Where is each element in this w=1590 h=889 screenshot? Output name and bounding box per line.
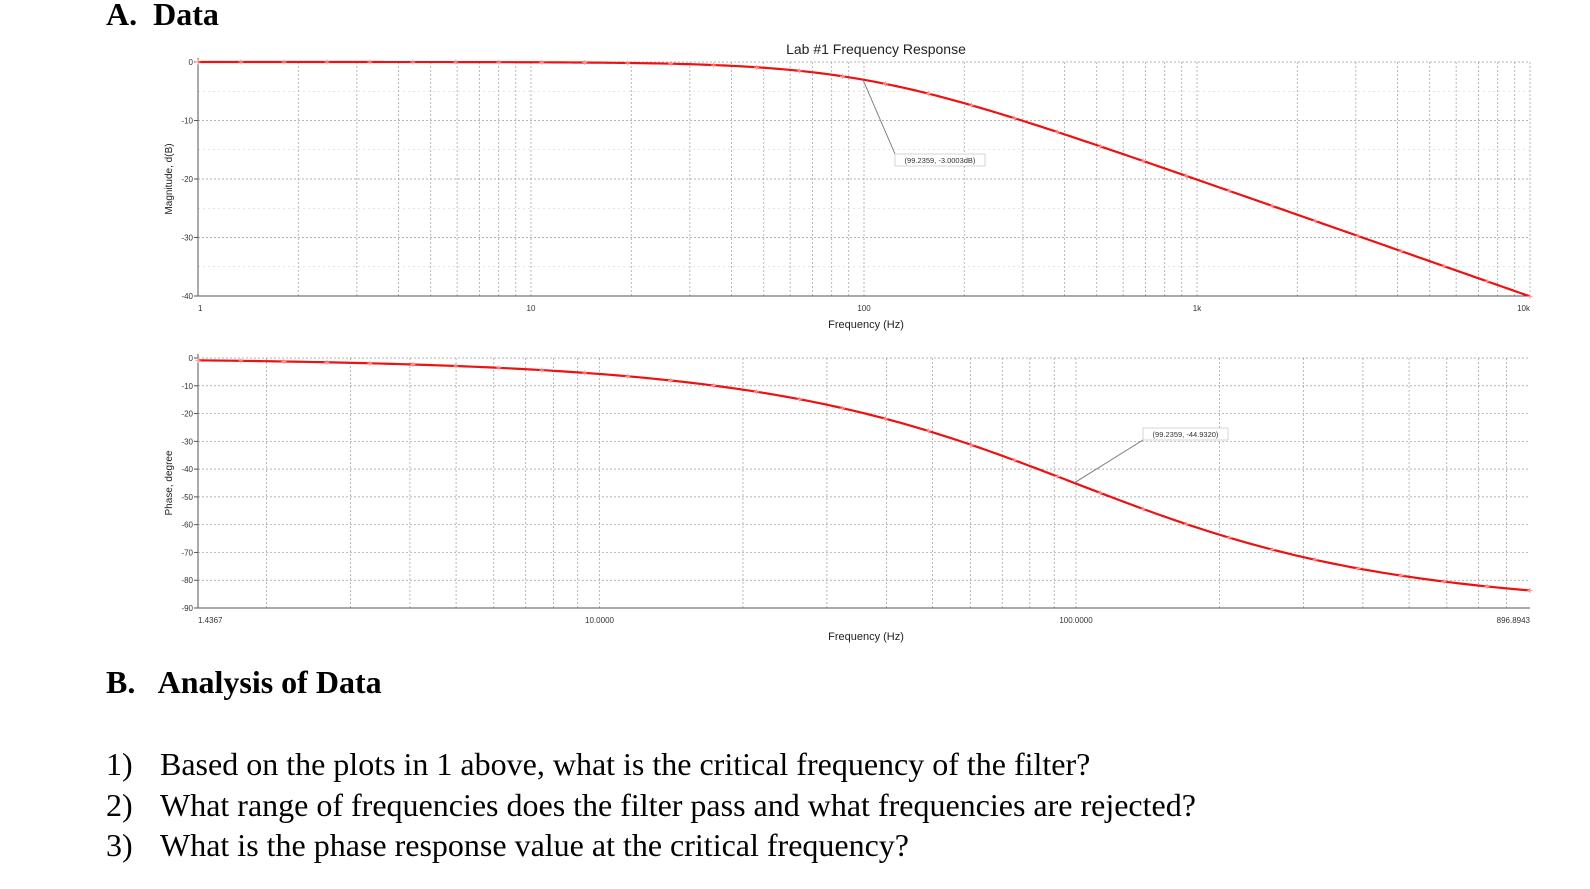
question-number: 1): [106, 746, 133, 782]
frequency-response-charts: Lab #1 Frequency Response 0 -10 -20 -30 -40 1 1…: [164, 41, 1533, 643]
y-tick-label: -40: [181, 465, 193, 474]
x-axis-label: Frequency (Hz): [828, 319, 904, 331]
x-tick-label: 10: [527, 304, 536, 313]
y-tick-label: -70: [181, 548, 193, 557]
section-a-heading: A. Data: [106, 0, 219, 32]
annotation-box: [894, 153, 986, 167]
x-tick-label: 10k: [1517, 304, 1531, 313]
y-tick-label: -40: [181, 292, 193, 301]
question-number: 3): [106, 827, 133, 863]
y-tick-label: -20: [181, 175, 193, 184]
section-b-heading: B. Analysis of Data: [106, 664, 382, 700]
annotation-label: (99.2359, -3.0003dB): [905, 156, 976, 165]
x-tick-label: 100: [857, 304, 871, 313]
question-text: What is the phase response value at the …: [160, 827, 909, 863]
x-tick-label: 100.0000: [1059, 616, 1093, 625]
y-tick-label: 0: [189, 354, 194, 363]
y-tick-label: -20: [181, 410, 193, 419]
y-tick-label: -10: [181, 117, 193, 126]
question-text: Based on the plots in 1 above, what is t…: [160, 746, 1091, 782]
series-line: [197, 359, 1531, 592]
y-axis-label: Magnitude, d(B): [164, 143, 175, 214]
question-item: 2) What range of frequencies does the fil…: [106, 785, 1196, 826]
x-tick-label: 1: [198, 304, 203, 313]
x-tick-label: 1.4367: [198, 616, 223, 625]
y-axis-label: Phase, degree: [164, 450, 175, 515]
x-tick-label: 10.0000: [585, 616, 614, 625]
x-axis-label: Frequency (Hz): [828, 631, 904, 643]
question-list: 1) Based on the plots in 1 above, what is…: [106, 744, 1196, 866]
x-tick-label: 1k: [1193, 304, 1202, 313]
annotation-leader: [1074, 439, 1144, 484]
y-tick-label: -60: [181, 521, 193, 530]
x-tick-label: 896.8943: [1497, 616, 1531, 625]
annotation-leader: [862, 79, 896, 155]
question-text: What range of frequencies does the filte…: [160, 786, 1196, 823]
question-item: 3) What is the phase response value at th…: [106, 825, 1196, 866]
question-item: 1) Based on the plots in 1 above, what is…: [106, 744, 1196, 785]
y-tick-label: -10: [181, 382, 193, 391]
annotation-box: [1142, 427, 1229, 441]
y-tick-label: -30: [181, 437, 193, 446]
series-line: [198, 60, 1531, 298]
y-tick-label: -80: [181, 576, 193, 585]
chart-title: Lab #1 Frequency Response: [786, 41, 966, 57]
y-tick-label: -90: [181, 604, 193, 613]
y-tick-label: -50: [181, 493, 193, 502]
annotation-label: (99.2359, -44.9320): [1153, 430, 1219, 439]
y-tick-label: -30: [181, 234, 193, 243]
question-number: 2): [106, 786, 133, 823]
y-tick-label: 0: [189, 58, 194, 67]
